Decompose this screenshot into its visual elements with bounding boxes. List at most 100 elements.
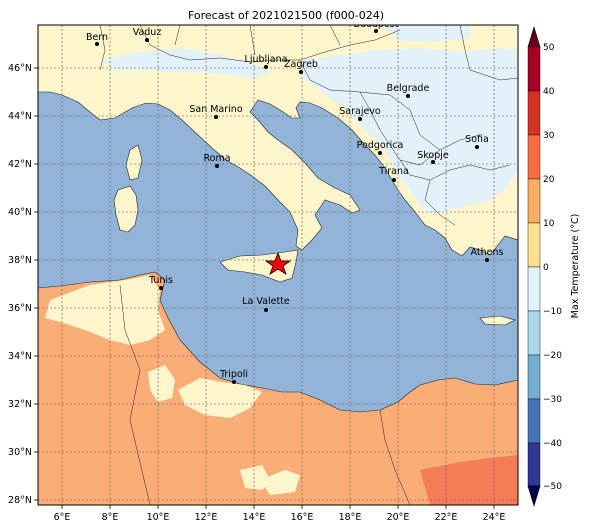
city-label: Bern xyxy=(86,32,108,43)
city-dot xyxy=(232,380,236,384)
land-crete xyxy=(479,315,516,326)
colorbar-label: Max Temperature (°C) xyxy=(570,214,581,319)
country-borders xyxy=(99,25,518,505)
lat-label: 46°N xyxy=(8,63,32,74)
longitude-labels: 6°E 8°E 10°E 12°E 14°E 16°E 18°E 20°E 22… xyxy=(54,512,506,523)
city-label: Tripoli xyxy=(219,369,248,380)
city-dot xyxy=(475,145,479,149)
lat-label: 28°N xyxy=(8,495,32,506)
colorbar-tick: −30 xyxy=(543,395,562,405)
lat-label: 32°N xyxy=(8,399,32,410)
city-dot xyxy=(95,42,99,46)
lon-label: 10°E xyxy=(147,512,170,523)
city-dot xyxy=(378,151,382,155)
lon-label: 18°E xyxy=(339,512,362,523)
lon-label: 12°E xyxy=(195,512,218,523)
lat-label: 36°N xyxy=(8,303,32,314)
lon-label: 16°E xyxy=(291,512,314,523)
colorbar-bottom-extension xyxy=(527,485,541,508)
star-marker xyxy=(264,251,292,275)
lon-label: 6°E xyxy=(54,512,71,523)
city-label: Sarajevo xyxy=(339,106,381,117)
colorbar-segment xyxy=(527,398,541,444)
hot-zone-east xyxy=(420,455,518,505)
colorbar-segment xyxy=(527,354,541,400)
city-dot xyxy=(214,115,218,119)
colorbar-tick: 10 xyxy=(543,219,555,229)
colorbar-segment xyxy=(527,266,541,312)
city-label: Tirana xyxy=(378,166,409,177)
city-dot xyxy=(431,160,435,164)
lat-label: 42°N xyxy=(8,159,32,170)
colorbar-tick: −50 xyxy=(543,482,562,492)
map-frame xyxy=(37,24,519,506)
colorbar-segment xyxy=(527,442,541,487)
colorbar-tick: 0 xyxy=(543,263,549,273)
lat-label: 30°N xyxy=(8,447,32,458)
colorbar-tick: −20 xyxy=(543,351,562,361)
city-dot xyxy=(264,308,268,312)
cool-zone-tunisia xyxy=(45,275,165,345)
city-dot xyxy=(406,94,410,98)
city-label: Belgrade xyxy=(387,83,430,94)
city-dot xyxy=(215,164,219,168)
city-label: Zagreb xyxy=(284,59,318,70)
lat-label: 38°N xyxy=(8,255,32,266)
colorbar-tick: 50 xyxy=(543,43,555,53)
city-dot xyxy=(358,117,362,121)
land-sardinia xyxy=(113,185,139,233)
city-label: Sofia xyxy=(465,134,489,145)
city-dot xyxy=(145,38,149,42)
colorbar-tick: −40 xyxy=(543,439,562,449)
colorbar-segment xyxy=(527,46,541,92)
city-dot xyxy=(264,65,268,69)
city-label: Ljubljana xyxy=(245,54,288,65)
cold-zone-north xyxy=(380,25,470,42)
land-corsica xyxy=(125,144,143,181)
latitude-labels: 46°N 44°N 42°N 40°N 38°N 36°N 34°N 32°N … xyxy=(8,63,32,506)
axis-ticks xyxy=(34,67,495,509)
colorbar-segment xyxy=(527,90,541,136)
city-markers: Bern Vaduz Budapest Ljubljana Zagreb Bel… xyxy=(86,19,504,384)
city-label: Tunis xyxy=(148,275,173,286)
city-dot xyxy=(485,258,489,262)
colorbar-tick: 30 xyxy=(543,131,555,141)
city-label: San Marino xyxy=(189,104,242,115)
city-label: Podgorica xyxy=(357,140,404,151)
colorbar-segment xyxy=(527,222,541,268)
cold-zone-balkans xyxy=(300,48,518,215)
colorbar xyxy=(527,25,541,508)
colorbar-tick: −10 xyxy=(543,307,562,317)
city-dot xyxy=(374,29,378,33)
city-dot xyxy=(159,286,163,290)
colorbar-top-extension xyxy=(527,25,541,48)
lat-label: 40°N xyxy=(8,207,32,218)
cold-zone-alps xyxy=(100,48,270,78)
lat-label: 34°N xyxy=(8,351,32,362)
colorbar-ticks: 50 40 30 20 10 0 −10 −20 −30 −40 −50 xyxy=(543,43,562,492)
city-dot xyxy=(392,178,396,182)
lon-label: 8°E xyxy=(102,512,119,523)
lon-label: 22°E xyxy=(435,512,458,523)
lon-label: 14°E xyxy=(243,512,266,523)
figure-title: Forecast of 2021021500 (f000-024) xyxy=(188,9,384,22)
city-label: Budapest xyxy=(354,19,399,30)
lon-label: 20°E xyxy=(387,512,410,523)
city-dot xyxy=(299,70,303,74)
lat-label: 44°N xyxy=(8,111,32,122)
colorbar-segment xyxy=(527,134,541,180)
city-label: Roma xyxy=(203,153,230,164)
map-panel: Bern Vaduz Budapest Ljubljana Zagreb Bel… xyxy=(38,19,518,505)
city-label: Vaduz xyxy=(133,27,162,38)
colorbar-tick: 40 xyxy=(543,87,555,97)
colorbar-segment xyxy=(527,178,541,224)
city-label: Skopje xyxy=(417,150,449,161)
colorbar-segment xyxy=(527,310,541,356)
colorbar-tick: 20 xyxy=(543,175,555,185)
city-label: Athens xyxy=(471,247,504,258)
cool-zone-libya-1 xyxy=(148,365,175,402)
city-label: La Valette xyxy=(242,296,290,307)
cool-zone-libya-2 xyxy=(178,378,262,418)
cool-zone-libya-4 xyxy=(260,470,300,495)
